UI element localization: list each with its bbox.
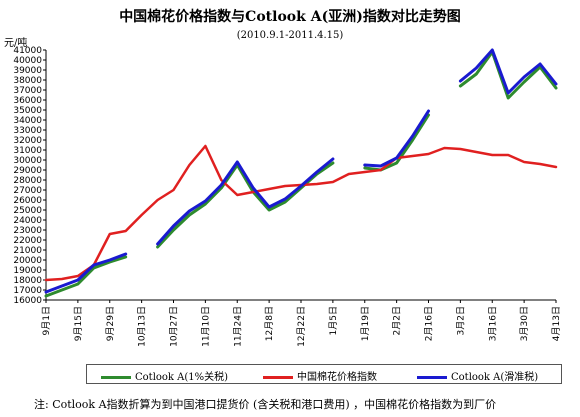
x-tick-label: 3月16日 [487,306,498,341]
y-tick-label: 31000 [13,146,42,156]
y-tick-label: 30000 [13,156,42,166]
series-line-2 [44,48,558,294]
y-tick-label: 26000 [13,196,42,206]
y-tick-label: 38000 [13,76,42,86]
y-tick-label: 39000 [13,66,42,76]
y-tick-label: 36000 [13,96,42,106]
legend-item-china-index: 中国棉花价格指数 [263,368,377,383]
y-tick-label: 28000 [13,176,42,186]
x-tick-label: 10月13日 [137,306,148,347]
y-axis-unit: 元/吨 [4,38,28,49]
y-tick-label: 25000 [13,206,42,216]
legend: Cotlook A(1%关税) 中国棉花价格指数 Cotlook A(滑准税) [86,364,562,384]
y-tick-label: 19000 [13,266,42,276]
x-tick-label: 4月13日 [551,306,562,341]
x-tick-label: 11月10日 [200,306,211,347]
chart-title: 中国棉花价格指数与Cotlook A(亚洲)指数对比走势图 [119,9,461,25]
y-tick-label: 29000 [13,166,42,176]
y-tick-label: 23000 [13,226,42,236]
x-tick-label: 9月15日 [73,306,84,341]
legend-item-cotlook-1pct: Cotlook A(1%关税) [101,368,228,383]
y-tick-label: 41000 [13,46,42,56]
y-tick-label: 21000 [13,246,42,256]
legend-label: Cotlook A(1%关税) [135,372,229,383]
y-tick-label: 18000 [13,276,42,286]
legend-swatch [417,376,447,379]
x-tick-label: 12月22日 [296,306,307,347]
y-tick-label: 32000 [13,136,42,146]
x-tick-label: 9月29日 [105,306,116,341]
y-tick-label: 33000 [13,126,42,136]
x-tick-label: 9月1日 [41,306,52,335]
y-tick-label: 34000 [13,116,42,126]
series-line-0 [44,50,558,298]
y-tick-label: 27000 [13,186,42,196]
legend-label: Cotlook A(滑准税) [451,372,539,383]
legend-item-cotlook-sliding: Cotlook A(滑准税) [417,368,538,383]
x-tick-label: 12月8日 [264,306,275,341]
x-tick-label: 2月16日 [424,306,435,341]
series-line-1 [44,144,558,282]
x-tick-label: 3月2日 [455,306,466,335]
chart-subtitle: (2010.9.1-2011.4.15) [236,30,344,41]
x-tick-label: 10月27日 [169,306,180,347]
x-tick-label: 2月2日 [392,306,403,335]
x-tick-label: 11月24日 [232,306,243,347]
footnote: 注: Cotlook A指数折算为到中国港口提货价 (含关税和港口费用) ，中国… [34,398,497,411]
y-tick-label: 20000 [13,256,42,266]
y-tick-label: 35000 [13,106,42,116]
y-tick-label: 37000 [13,86,42,96]
legend-label: 中国棉花价格指数 [297,372,377,383]
x-tick-label: 1月5日 [328,306,339,335]
y-tick-label: 24000 [13,216,42,226]
y-tick-label: 22000 [13,236,42,246]
legend-swatch [101,376,131,379]
y-tick-label: 40000 [13,56,42,66]
x-tick-label: 3月30日 [519,306,530,341]
legend-swatch [263,376,293,379]
y-tick-label: 17000 [13,286,42,296]
y-tick-label: 16000 [13,296,42,306]
x-tick-label: 1月19日 [360,306,371,341]
